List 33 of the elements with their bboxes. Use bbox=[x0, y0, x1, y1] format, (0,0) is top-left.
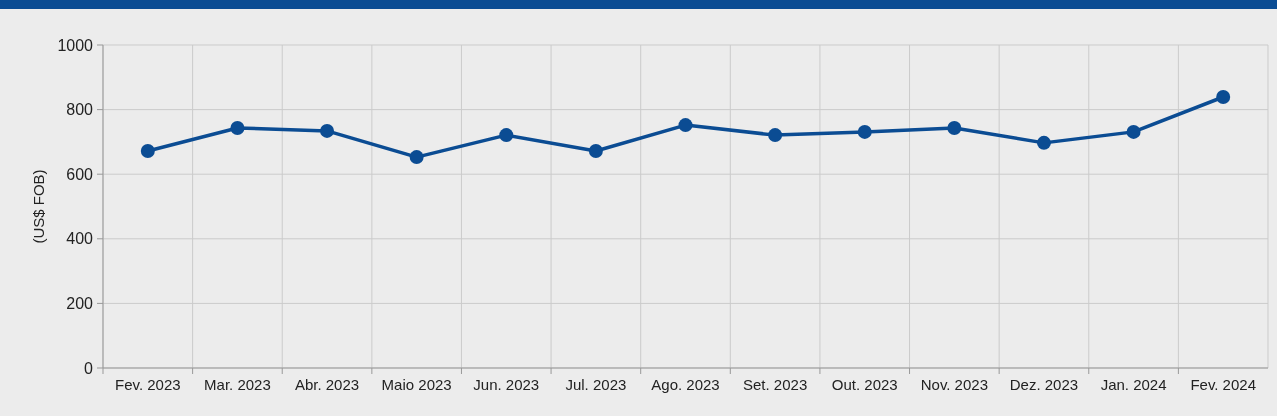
point bbox=[140, 143, 155, 158]
x-tick-label: Jun. 2023 bbox=[473, 376, 540, 393]
x-tick-label: Mar. 2023 bbox=[204, 376, 271, 393]
x-tick-label: Dez. 2023 bbox=[1009, 376, 1079, 393]
x-tick-label: Out. 2023 bbox=[831, 376, 898, 393]
point bbox=[588, 143, 603, 158]
y-tick-label: 800 bbox=[66, 101, 94, 119]
point bbox=[1216, 90, 1231, 104]
point bbox=[499, 128, 514, 143]
point bbox=[1036, 135, 1051, 150]
point bbox=[678, 118, 693, 133]
y-tick-label: 0 bbox=[84, 359, 94, 377]
point bbox=[1126, 124, 1141, 139]
x-tick-label: Fev. 2024 bbox=[1190, 376, 1256, 393]
x-tick-label: Jan. 2024 bbox=[1100, 376, 1167, 393]
y-tick-label: 200 bbox=[66, 295, 94, 312]
point bbox=[857, 124, 872, 139]
y-tick-label: 400 bbox=[66, 230, 94, 248]
x-tick-label: Maio 2023 bbox=[381, 376, 452, 393]
x-tick-label: Set. 2023 bbox=[743, 376, 808, 393]
x-tick-label: Ago. 2023 bbox=[651, 376, 720, 393]
y-axis-title: (US$ FOB) bbox=[30, 169, 47, 244]
point bbox=[768, 128, 783, 143]
point bbox=[230, 121, 245, 136]
x-tick-label: Jul. 2023 bbox=[565, 376, 627, 393]
point bbox=[947, 121, 962, 136]
x-tick-label: Nov. 2023 bbox=[920, 376, 988, 393]
point bbox=[409, 150, 424, 165]
x-tick-label: Fev. 2023 bbox=[115, 376, 181, 393]
y-tick-label: 600 bbox=[66, 165, 94, 183]
point bbox=[320, 123, 335, 138]
y-tick-label: 1000 bbox=[57, 36, 94, 54]
x-tick-label: Abr. 2023 bbox=[294, 376, 360, 393]
